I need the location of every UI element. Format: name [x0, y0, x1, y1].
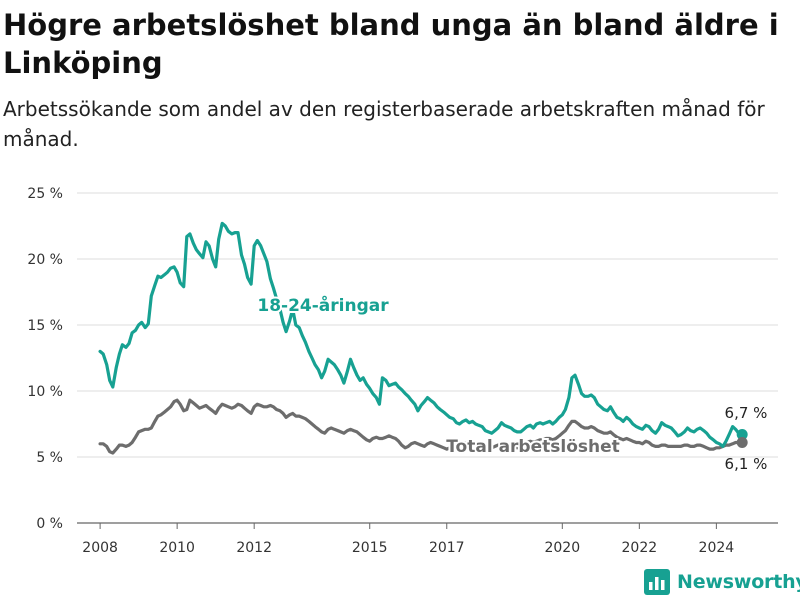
y-tick-label: 10 % [27, 384, 63, 400]
end-marker-total [736, 436, 748, 448]
series-line-total [98, 398, 744, 455]
x-tick-label: 2020 [544, 540, 580, 556]
end-markers [736, 429, 748, 448]
grid-lines [77, 192, 778, 524]
y-tick-label: 25 % [27, 186, 63, 202]
series-lines [98, 221, 744, 455]
x-tick-label: 2008 [82, 540, 118, 556]
chart-title: Högre arbetslöshet bland unga än bland ä… [3, 8, 779, 80]
series-labels: 18-24-åringar Total arbetslöshet 6,7 % 6,1 … [255, 292, 768, 473]
end-value-youth: 6,7 % [725, 404, 768, 422]
x-tick-label: 2022 [622, 540, 658, 556]
y-tick-label: 15 % [27, 318, 63, 334]
y-tick-label: 20 % [27, 252, 63, 268]
series-label-youth: 18-24-åringar [257, 294, 389, 316]
end-value-total: 6,1 % [725, 455, 768, 473]
end-marker-youth [736, 429, 748, 441]
x-tick-label: 2015 [352, 540, 388, 556]
y-tick-label: 0 % [36, 516, 63, 532]
x-tick-label: 2017 [429, 540, 465, 556]
x-tick-label: 2024 [699, 540, 735, 556]
x-tick-label: 2010 [159, 540, 195, 556]
x-tick-label: 2012 [236, 540, 272, 556]
brand-name: Newsworthy [677, 571, 800, 593]
chart-subtitle: Arbetssökande som andel av den registerb… [3, 97, 765, 151]
series-label-total: Total arbetslöshet [446, 437, 620, 457]
series-line-youth [98, 221, 744, 448]
x-axis-ticks: 2008 2010 2012 2015 2017 2020 2022 2024 [82, 523, 734, 556]
bar-chart-logo-icon [644, 569, 670, 595]
brand-logo[interactable]: Newsworthy [644, 566, 800, 598]
y-tick-label: 5 % [36, 450, 63, 466]
y-axis-ticks: 0 % 5 % 10 % 15 % 20 % 25 % [27, 186, 63, 532]
